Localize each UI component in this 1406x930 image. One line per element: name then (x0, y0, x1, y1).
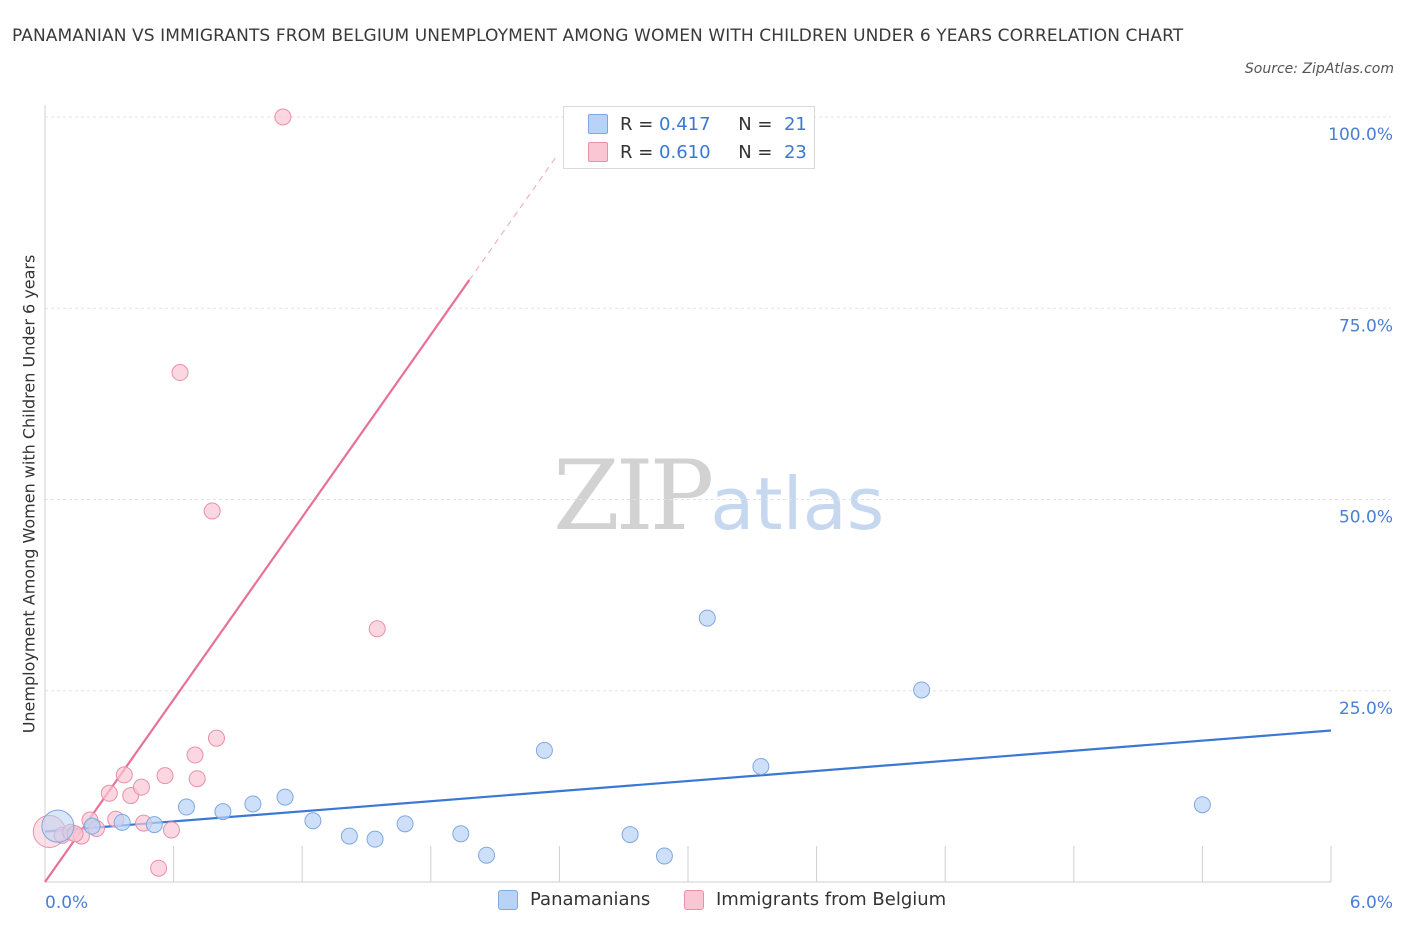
legend-r-label: R = (620, 113, 654, 135)
legend-r-label: R = (620, 141, 654, 163)
point-panamanians (276, 788, 294, 806)
series-legend: Panamanians Immigrants from Belgium (0, 889, 1406, 915)
point-panamanians (655, 847, 673, 865)
point-panamanians (478, 846, 496, 864)
series-swatch-pink (684, 889, 704, 910)
point-panamanians (244, 795, 262, 813)
point-panamanians (41, 809, 75, 843)
point-panamanians (145, 816, 163, 834)
y-axis-label: Unemployment Among Women with Children U… (19, 254, 39, 734)
point-layer (32, 108, 1211, 877)
point-panamanians (214, 803, 232, 821)
legend-row-panamanians: R = 0.417 N = 21 (588, 112, 807, 136)
point-belgium (100, 784, 118, 802)
legend-swatch-blue (588, 114, 608, 134)
point-belgium (186, 746, 204, 764)
point-panamanians (752, 757, 770, 775)
series-name: Panamanians (530, 889, 651, 910)
axis-layer (44, 105, 1332, 883)
watermark: ZIPatlas (553, 440, 884, 552)
point-belgium (156, 767, 174, 785)
trendline-belgium (44, 279, 471, 883)
point-panamanians (621, 826, 639, 844)
point-belgium (188, 770, 206, 788)
point-panamanians (366, 830, 384, 848)
point-belgium (203, 502, 221, 520)
series-legend-panamanians[interactable]: Panamanians (498, 889, 650, 910)
legend-n-value: 21 (783, 113, 807, 135)
chart-source: Source: ZipAtlas.com (1244, 61, 1394, 77)
point-panamanians (340, 827, 358, 845)
point-belgium (207, 729, 225, 747)
point-belgium (162, 821, 180, 839)
chart-title: PANAMANIAN VS IMMIGRANTS FROM BELGIUM UN… (12, 26, 1184, 46)
point-panamanians (913, 681, 931, 699)
trend-layer (44, 154, 1332, 883)
x-tick-label: 6.0% (1350, 893, 1393, 913)
series-name: Immigrants from Belgium (716, 889, 947, 910)
point-panamanians (177, 798, 195, 816)
point-panamanians (698, 609, 716, 627)
point-panamanians (83, 817, 101, 835)
point-panamanians (396, 815, 414, 833)
legend-swatch-pink (588, 142, 608, 162)
point-belgium (150, 859, 168, 877)
point-belgium (368, 620, 386, 638)
series-swatch-blue (498, 889, 518, 910)
x-tick-label: 0.0% (45, 893, 88, 913)
tick-label-layer: 100.0% 75.0% 50.0% 25.0% 0.0% 6.0% (45, 125, 1393, 913)
point-belgium (132, 778, 150, 796)
correlation-legend: R = 0.417 N = 21 R = 0.610 N = 23 (563, 106, 815, 169)
grid-layer (45, 116, 1391, 692)
legend-r-value: 0.610 (659, 141, 711, 163)
series-legend-belgium[interactable]: Immigrants from Belgium (684, 889, 946, 910)
y-tick-label: 50.0% (1339, 508, 1393, 528)
legend-row-belgium: R = 0.610 N = 23 (588, 140, 807, 164)
point-belgium (115, 766, 133, 784)
point-panamanians (304, 812, 322, 830)
watermark-zip: ZIP (553, 440, 714, 552)
legend-n-value: 23 (783, 141, 807, 163)
watermark-atlas: atlas (710, 462, 885, 546)
y-tick-label: 25.0% (1339, 699, 1393, 719)
point-panamanians (535, 741, 553, 759)
legend-r-value: 0.417 (659, 113, 711, 135)
trendline-belgium-extension (468, 154, 558, 281)
point-panamanians (1193, 796, 1211, 814)
point-belgium (171, 364, 189, 382)
legend-n-label: N = (738, 113, 773, 135)
trendline-panamanians (44, 729, 1332, 833)
y-tick-label: 100.0% (1328, 125, 1393, 145)
point-panamanians (452, 825, 470, 843)
y-tick-label: 75.0% (1339, 316, 1393, 336)
point-panamanians (113, 813, 131, 831)
point-belgium (274, 108, 292, 126)
legend-n-label: N = (738, 141, 773, 163)
